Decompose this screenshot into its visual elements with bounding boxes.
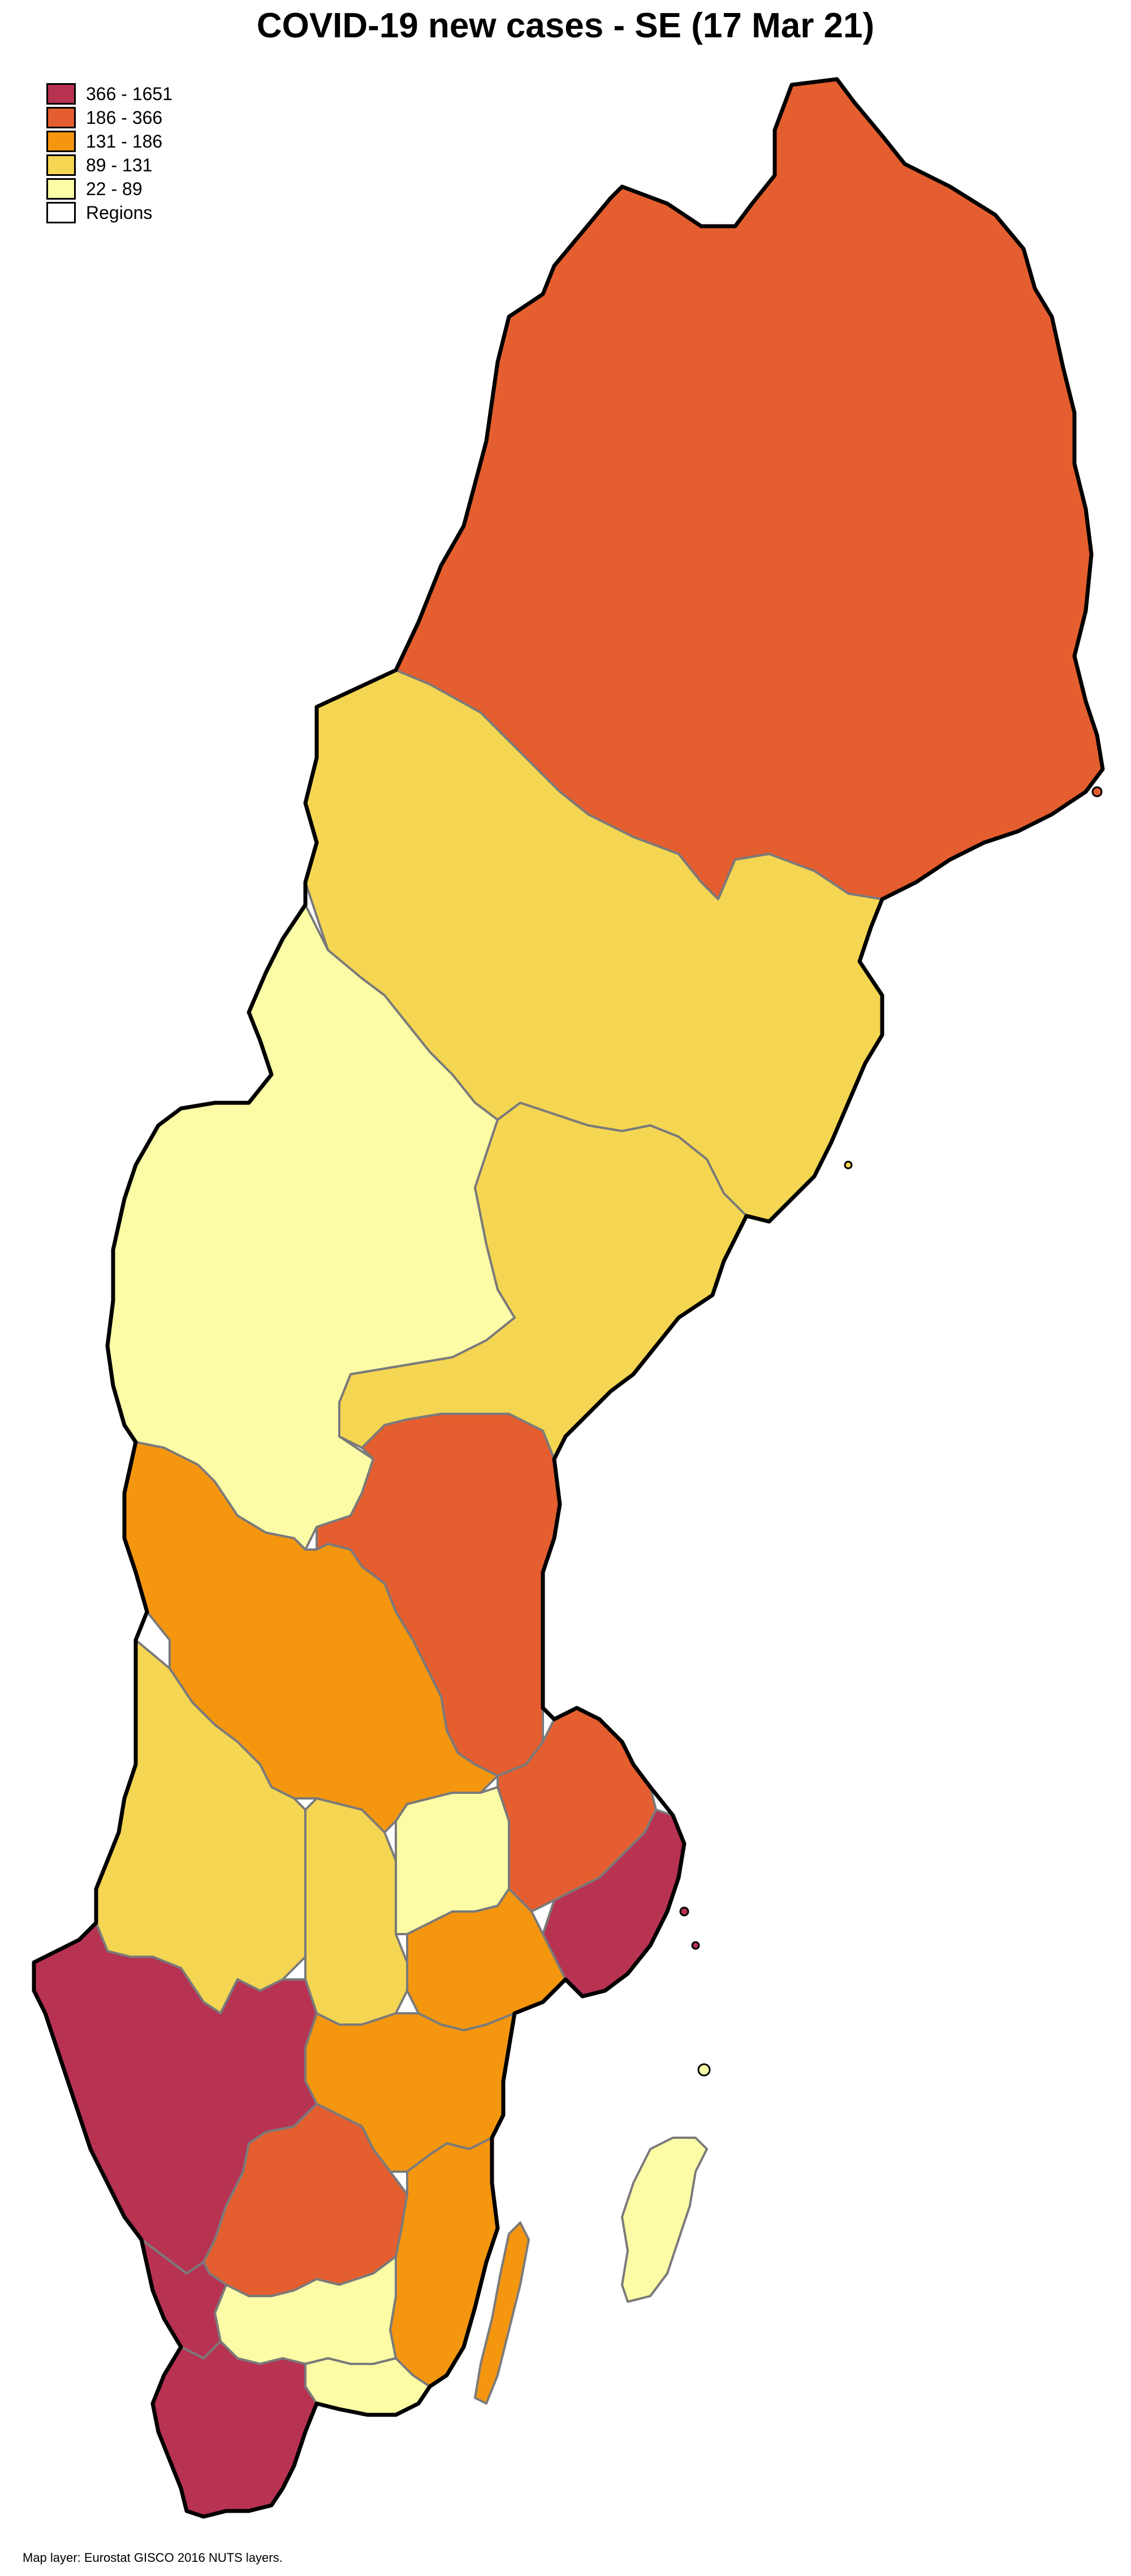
- legend-label: 186 - 366: [86, 107, 163, 128]
- legend-label: 89 - 131: [86, 154, 153, 175]
- island: [691, 1941, 700, 1950]
- legend-label: 366 - 1651: [86, 83, 173, 104]
- map-credit: Map layer: Eurostat GISCO 2016 NUTS laye…: [23, 2551, 283, 2565]
- legend-label: 22 - 89: [86, 178, 143, 199]
- region-kalmar[interactable]: [389, 2137, 499, 2388]
- legend-swatch: [46, 131, 76, 152]
- island: [1091, 786, 1103, 797]
- legend-item: 22 - 89: [46, 177, 172, 201]
- legend-swatch: [46, 178, 76, 200]
- region-gotland[interactable]: [621, 2137, 708, 2303]
- legend-swatch: [46, 154, 76, 176]
- map-title: COVID-19 new cases - SE (17 Mar 21): [256, 6, 875, 45]
- legend-item: 89 - 131: [46, 153, 172, 177]
- legend-swatch: [46, 83, 76, 105]
- legend-item: 366 - 1651: [46, 82, 172, 106]
- legend-swatch: [46, 202, 76, 223]
- legend-label: Regions: [86, 202, 153, 223]
- island: [844, 1160, 853, 1170]
- island: [679, 1906, 689, 1917]
- legend-swatch: [46, 107, 76, 128]
- island: [697, 2063, 711, 2077]
- legend-item: 131 - 186: [46, 130, 172, 153]
- country-outline: [32, 77, 1105, 2519]
- legend-item: Regions: [46, 201, 172, 225]
- legend-item: 186 - 366: [46, 106, 172, 130]
- region-oland[interactable]: [474, 2221, 530, 2405]
- region-skane[interactable]: [152, 2340, 318, 2518]
- region-orebro[interactable]: [304, 1797, 408, 2026]
- legend: 366 - 1651 186 - 366 131 - 186 89 - 131 …: [46, 82, 172, 225]
- legend-label: 131 - 186: [86, 131, 163, 152]
